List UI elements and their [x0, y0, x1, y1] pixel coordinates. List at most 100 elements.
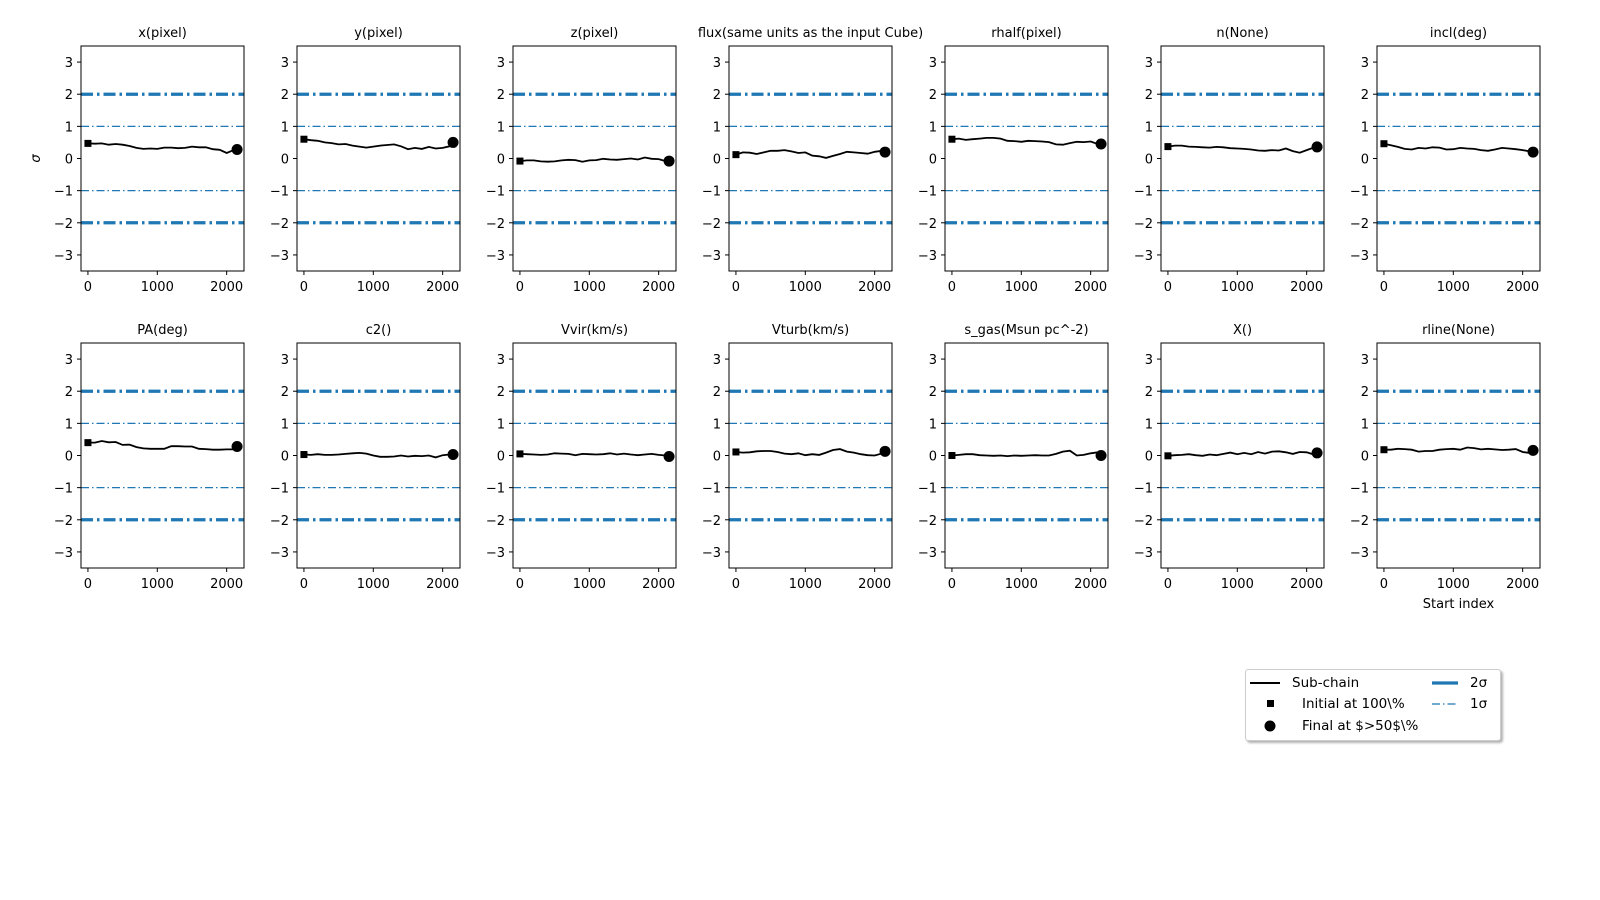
sub-chain-line — [519, 452, 670, 458]
sub-chain-line — [735, 448, 886, 457]
y-tick-label: 0 — [65, 450, 73, 465]
y-tick-label: 2 — [281, 385, 289, 400]
y-tick-label: −3 — [54, 249, 73, 264]
sub-chain-line — [303, 138, 454, 151]
y-tick-label: 3 — [497, 353, 505, 368]
final-marker — [447, 136, 459, 148]
final-marker — [879, 146, 891, 158]
final-marker — [663, 450, 675, 462]
x-tick-label: 2000 — [1506, 280, 1539, 295]
sub-chain-line — [1383, 446, 1534, 454]
x-tick-label: 2000 — [1506, 577, 1539, 592]
y-tick-label: 0 — [1145, 450, 1153, 465]
y-tick-label: 1 — [929, 120, 937, 135]
legend-label: Initial at 100\% — [1302, 696, 1405, 712]
axes-frame — [728, 45, 893, 272]
subplot-title: PA(deg) — [137, 323, 188, 338]
final-marker — [879, 445, 891, 457]
x-axis-label: Start index — [1423, 597, 1495, 612]
y-tick-label: −3 — [1134, 249, 1153, 264]
legend-line-icon — [1250, 682, 1280, 684]
y-tick-label: 2 — [497, 88, 505, 103]
sub-chain-line — [303, 451, 454, 459]
subplot: 3 2 1 0 −1 −2 −3 0 1000 2000 s_gas(Msun pc^-2) — [918, 323, 1109, 592]
x-tick-label: 1000 — [789, 577, 822, 592]
subplot-title: Vturb(km/s) — [772, 323, 849, 338]
x-tick-label: 1000 — [357, 280, 390, 295]
subplot: 3 2 1 0 −1 −2 −3 0 1000 2000 incl(deg) — [1350, 26, 1541, 295]
axes-frame — [80, 342, 245, 569]
y-tick-label: 2 — [929, 385, 937, 400]
subplot: 3 2 1 0 −1 −2 −3 0 1000 2000 Vturb(km/s) — [702, 323, 893, 592]
legend-thick-dashdot-icon — [1432, 681, 1458, 685]
subplot-title: x(pixel) — [138, 26, 187, 41]
x-tick-label: 0 — [300, 280, 308, 295]
final-marker — [1311, 447, 1323, 459]
subplot-title: n(None) — [1216, 26, 1268, 41]
y-tick-label: −2 — [54, 217, 73, 232]
sub-chain-line — [951, 449, 1102, 458]
x-tick-label: 1000 — [573, 280, 606, 295]
x-tick-label: 2000 — [642, 577, 675, 592]
final-marker — [231, 441, 243, 452]
y-tick-label: −2 — [54, 514, 73, 529]
subplot: 3 2 1 0 −1 −2 −3 0 1000 2000 rline(None) — [1350, 323, 1541, 592]
y-tick-label: 3 — [1145, 56, 1153, 71]
subplot-title: incl(deg) — [1430, 26, 1487, 41]
y-tick-label: −1 — [54, 482, 73, 497]
y-tick-label: −1 — [1134, 482, 1153, 497]
y-tick-label: 2 — [1361, 385, 1369, 400]
x-tick-label: 0 — [948, 280, 956, 295]
sub-chain-line — [951, 136, 1102, 146]
legend-entry-1sigma: 1σ — [1428, 694, 1498, 714]
axes-frame — [296, 45, 461, 272]
final-marker — [1311, 141, 1323, 153]
y-tick-label: 1 — [497, 120, 505, 135]
subplot: 3 2 1 0 −1 −2 −3 0 1000 2000 n(None) — [1134, 26, 1325, 295]
y-tick-label: 0 — [65, 153, 73, 168]
final-marker — [663, 155, 675, 167]
y-tick-label: 3 — [65, 56, 73, 71]
x-tick-label: 2000 — [858, 280, 891, 295]
y-tick-label: −2 — [918, 217, 937, 232]
y-tick-label: −2 — [1134, 514, 1153, 529]
legend-label: 1σ — [1470, 696, 1488, 712]
x-tick-label: 0 — [1164, 577, 1172, 592]
initial-marker — [516, 450, 524, 458]
subplot-title: s_gas(Msun pc^-2) — [964, 323, 1088, 338]
x-tick-label: 1000 — [1221, 280, 1254, 295]
initial-marker — [948, 452, 956, 459]
y-tick-label: −2 — [918, 514, 937, 529]
final-marker — [1095, 138, 1107, 150]
y-tick-label: 0 — [497, 153, 505, 168]
initial-marker — [1164, 143, 1172, 151]
y-tick-label: 1 — [65, 417, 73, 432]
y-tick-label: 1 — [65, 120, 73, 135]
y-tick-label: 3 — [929, 56, 937, 71]
legend-circle-icon — [1264, 720, 1276, 732]
x-tick-label: 2000 — [1074, 577, 1107, 592]
y-tick-label: −3 — [1350, 249, 1369, 264]
final-marker — [1527, 146, 1539, 158]
legend-entry-final: Final at $>50$\% — [1246, 716, 1418, 736]
x-tick-label: 0 — [300, 577, 308, 592]
sub-chain-line — [1383, 142, 1534, 153]
y-tick-label: 1 — [929, 417, 937, 432]
x-tick-label: 2000 — [1290, 280, 1323, 295]
y-tick-label: 2 — [713, 88, 721, 103]
y-tick-label: −2 — [1134, 217, 1153, 232]
y-tick-label: 1 — [1145, 417, 1153, 432]
y-tick-label: −3 — [54, 546, 73, 561]
initial-marker — [516, 157, 524, 165]
x-tick-label: 0 — [84, 280, 92, 295]
y-tick-label: −3 — [1350, 546, 1369, 561]
subplot: 3 2 1 0 −1 −2 −3 0 1000 2000 rhalf(pixel) — [918, 26, 1109, 295]
x-tick-label: 2000 — [642, 280, 675, 295]
y-tick-label: −3 — [486, 249, 505, 264]
subplot-title: X() — [1233, 323, 1252, 338]
sub-chain-line — [1167, 144, 1318, 154]
y-tick-label: −1 — [270, 482, 289, 497]
sub-chain-line — [87, 440, 238, 451]
x-tick-label: 2000 — [426, 280, 459, 295]
y-tick-label: −2 — [270, 217, 289, 232]
